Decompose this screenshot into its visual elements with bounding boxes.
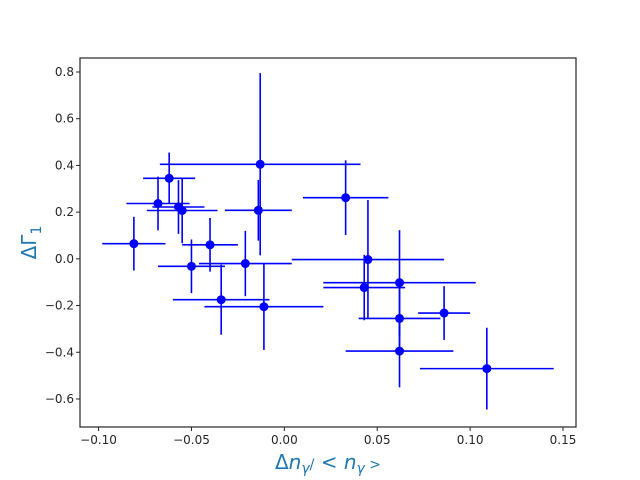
point-marker [177, 206, 187, 216]
data-point [102, 216, 166, 271]
point-marker [205, 240, 215, 250]
data-point [302, 160, 389, 236]
point-marker [129, 239, 139, 249]
point-marker [255, 159, 265, 169]
x-tick-label: −0.10 [80, 433, 117, 447]
data-layer [102, 73, 554, 410]
data-point [152, 180, 205, 234]
point-marker [153, 198, 163, 208]
point-marker [253, 205, 263, 215]
y-tick-label: −0.6 [45, 392, 74, 406]
y-axis-label: ΔΓ1 [17, 226, 45, 260]
x-tick-label: 0.15 [550, 433, 577, 447]
data-point [204, 263, 324, 350]
y-tick-label: 0.2 [55, 205, 74, 219]
y-tick-label: 0.0 [55, 252, 74, 266]
data-point [172, 264, 270, 335]
point-marker [164, 173, 174, 183]
y-axis-ticks: −0.6 −0.4 −0.2 0.0 0.2 0.4 0.6 0.8 [45, 65, 80, 406]
point-marker [363, 255, 373, 265]
data-point [323, 254, 406, 321]
y-tick-label: −0.2 [45, 299, 74, 313]
y-tick-label: 0.6 [55, 112, 74, 126]
point-marker [259, 302, 269, 312]
x-tick-label: 0.00 [271, 433, 298, 447]
y-tick-label: 0.8 [55, 65, 74, 79]
data-point [158, 239, 225, 294]
data-point [345, 314, 454, 388]
x-tick-label: −0.05 [173, 433, 210, 447]
y-tick-label: −0.4 [45, 345, 74, 359]
point-marker [359, 283, 369, 293]
data-point [418, 286, 471, 340]
data-point [224, 179, 292, 241]
point-marker [341, 193, 351, 203]
data-point [143, 152, 196, 204]
data-point [419, 327, 554, 410]
data-point [198, 230, 292, 297]
plot-frame [79, 57, 577, 428]
data-point [159, 73, 361, 256]
point-marker [216, 295, 226, 305]
x-tick-label: 0.05 [364, 433, 391, 447]
point-marker [482, 364, 492, 374]
point-marker [186, 261, 196, 271]
point-marker [240, 259, 250, 269]
x-tick-label: 0.10 [457, 433, 484, 447]
x-axis-label: Δnγ/ < nγ > [275, 450, 381, 477]
data-point [126, 176, 190, 231]
point-marker [439, 308, 449, 318]
data-point [146, 177, 218, 244]
point-marker [395, 346, 405, 356]
y-tick-label: 0.4 [55, 158, 74, 172]
data-point [291, 199, 445, 320]
x-axis-ticks: −0.10 −0.05 0.00 0.05 0.10 0.15 [80, 427, 576, 447]
point-marker [395, 278, 405, 288]
